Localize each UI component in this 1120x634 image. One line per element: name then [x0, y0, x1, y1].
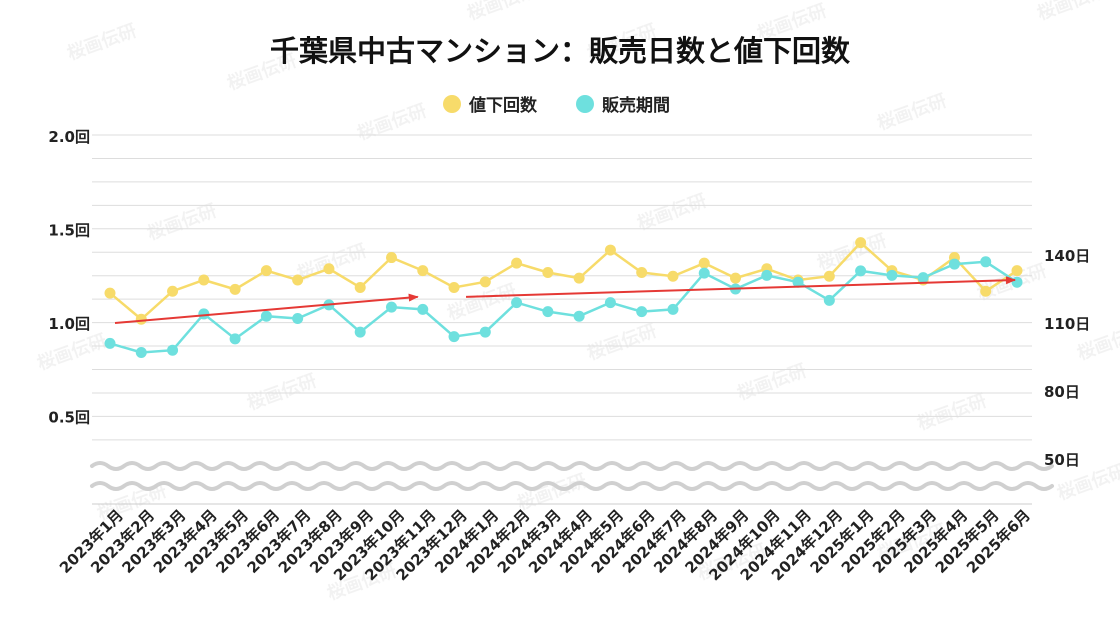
- watermark-text: 桜画伝研: [144, 199, 219, 244]
- data-point-0: [823, 294, 835, 306]
- axis-break: [90, 461, 1054, 491]
- data-point-1: [667, 270, 679, 282]
- data-point-0: [167, 344, 179, 356]
- data-point-0: [761, 269, 773, 281]
- data-point-1: [511, 257, 523, 269]
- data-point-1: [385, 252, 397, 264]
- data-point-0: [479, 326, 491, 338]
- watermark-text: 桜画伝研: [584, 319, 659, 364]
- right-axis-tick-label: 50日: [1044, 451, 1080, 469]
- legend-label-0: 販売期間: [602, 95, 670, 116]
- watermark-text: 桜画伝研: [914, 389, 989, 434]
- data-point-0: [948, 258, 960, 270]
- data-point-0: [667, 303, 679, 315]
- left-axis-tick-label: 2.0回: [48, 128, 90, 146]
- data-point-1: [229, 283, 241, 295]
- chart-title: 千葉県中古マンション：販売日数と値下回数: [270, 34, 851, 68]
- series-layer: [104, 237, 1023, 358]
- right-axis-tick-label: 140日: [1044, 247, 1090, 265]
- watermark-text: 桜画伝研: [1034, 0, 1109, 25]
- x-axis: 2023年1月2023年2月2023年3月2023年4月2023年5月2023年…: [56, 506, 1034, 584]
- axis-break-wave: [90, 481, 1054, 491]
- trend-arrow-0: [114, 293, 419, 324]
- data-point-1: [260, 265, 272, 277]
- legend-marker-0: [576, 95, 594, 113]
- left-axis-tick-label: 0.5回: [48, 409, 90, 427]
- data-point-0: [229, 333, 241, 345]
- data-point-1: [104, 287, 116, 299]
- data-point-0: [604, 297, 616, 309]
- data-point-0: [698, 267, 710, 279]
- data-point-0: [573, 310, 585, 322]
- data-point-1: [980, 285, 992, 297]
- data-point-1: [573, 272, 585, 284]
- right-axis: 50日 80日 110日 140日: [1044, 247, 1090, 469]
- right-axis-tick-label: 80日: [1044, 383, 1080, 401]
- data-point-0: [886, 269, 898, 281]
- data-point-1: [730, 272, 742, 284]
- trend-arrow-1: [466, 276, 1016, 298]
- data-point-0: [354, 326, 366, 338]
- data-point-1: [292, 274, 304, 286]
- data-point-1: [1011, 265, 1023, 277]
- data-point-0: [260, 310, 272, 322]
- data-point-1: [198, 274, 210, 286]
- data-point-0: [980, 256, 992, 268]
- trend-layer: [114, 276, 1016, 324]
- data-point-1: [542, 267, 554, 279]
- watermark-text: 桜画伝研: [874, 89, 949, 134]
- data-point-1: [323, 263, 335, 275]
- data-point-1: [167, 285, 179, 297]
- data-point-0: [636, 306, 648, 318]
- watermark-text: 桜画伝研: [244, 369, 319, 414]
- grid-lines: [92, 134, 1032, 505]
- watermark-text: 桜画伝研: [464, 0, 539, 25]
- data-point-1: [698, 257, 710, 269]
- data-point-1: [417, 265, 429, 277]
- legend: 値下回数 販売期間: [443, 95, 670, 116]
- data-point-1: [135, 313, 147, 325]
- data-point-1: [354, 281, 366, 293]
- left-axis-tick-label: 1.5回: [48, 222, 90, 240]
- series-line-1: [109, 240, 1018, 321]
- data-point-0: [917, 272, 929, 284]
- watermark-text: 桜画伝研: [64, 19, 139, 64]
- data-point-0: [104, 337, 116, 349]
- data-point-0: [417, 303, 429, 315]
- data-point-0: [511, 297, 523, 309]
- data-point-0: [385, 301, 397, 313]
- data-point-0: [792, 276, 804, 288]
- legend-label-1: 値下回数: [468, 95, 538, 116]
- data-point-1: [823, 270, 835, 282]
- watermark-text: 桜画伝研: [34, 329, 109, 374]
- data-point-0: [448, 331, 460, 343]
- data-point-0: [292, 312, 304, 324]
- data-point-0: [135, 346, 147, 358]
- watermark-text: 桜画伝研: [354, 99, 429, 144]
- data-point-0: [1011, 276, 1023, 288]
- left-axis: 0.5回 1.0回 1.5回 2.0回: [48, 128, 90, 427]
- data-point-0: [855, 265, 867, 277]
- right-axis-tick-label: 110日: [1044, 315, 1090, 333]
- watermark-text: 桜画伝研: [634, 189, 709, 234]
- data-point-1: [604, 244, 616, 256]
- axis-break-wave: [90, 461, 1054, 471]
- data-point-1: [448, 281, 460, 293]
- left-axis-tick-label: 1.0回: [48, 315, 90, 333]
- data-point-0: [542, 306, 554, 318]
- legend-marker-1: [443, 95, 461, 113]
- data-point-1: [855, 237, 867, 249]
- data-point-0: [198, 308, 210, 320]
- data-point-1: [636, 267, 648, 279]
- watermark-text: 桜画伝研: [734, 359, 809, 404]
- data-point-1: [479, 276, 491, 288]
